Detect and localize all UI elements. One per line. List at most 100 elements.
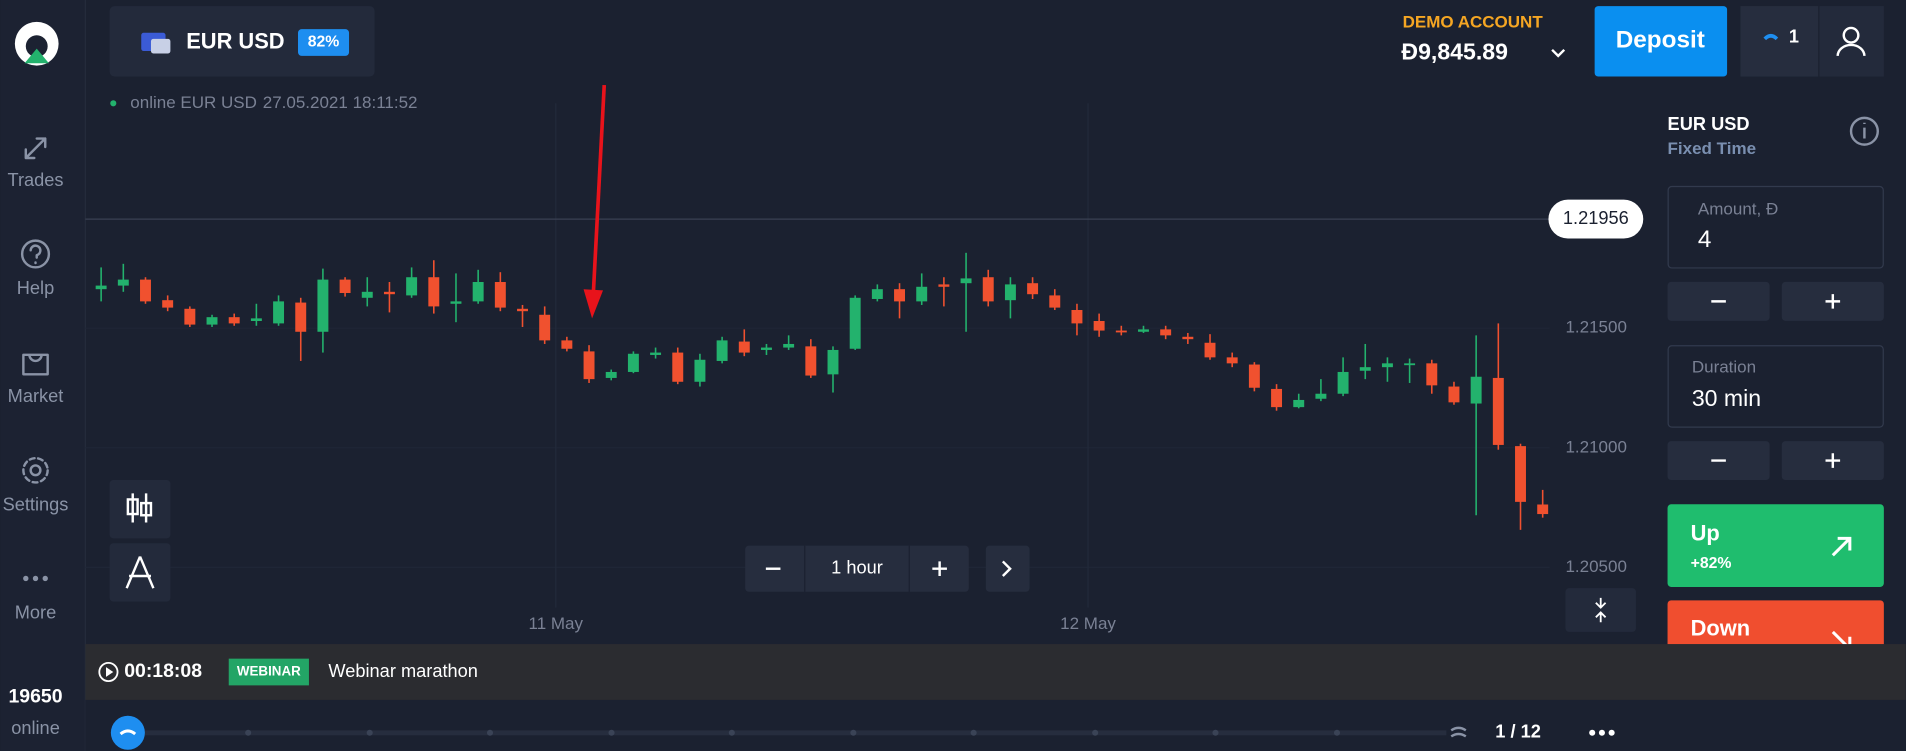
candle-body [95,285,107,290]
online-count: 19650 [8,686,62,708]
pager-strip [85,699,1906,751]
panel-mode: Fixed Time [1668,139,1757,158]
candle-body [1515,446,1526,502]
candle-body [982,277,994,302]
candle-body [916,286,928,302]
candle-body [1492,377,1504,445]
chart-type-button[interactable] [109,480,171,539]
scroll-right-icon [1001,560,1012,577]
nav-more[interactable]: More [15,602,57,622]
pager-dots [245,729,1341,736]
asset-name: EUR USD [186,28,284,53]
settings-icon[interactable] [29,464,42,477]
deposit-button[interactable] [1594,6,1728,77]
candle-body [1537,504,1549,515]
y-tick-label: 1.21500 [1565,318,1626,337]
profile-icon [1842,26,1860,44]
candle-body [627,353,639,372]
candle-body [605,371,617,378]
account-type: DEMO ACCOUNT [1403,13,1544,32]
timeframe-plus[interactable] [932,561,947,577]
candle-body [162,300,174,308]
candle-body [273,301,285,324]
candle-body [228,317,240,324]
amount-stepper-icons [1711,294,1841,309]
candle-body [672,352,684,382]
candle-body [1115,330,1127,333]
chart-type-icon-body [126,498,139,516]
candle-body [760,347,772,350]
candle-body [738,341,750,353]
candle-body [339,279,351,294]
x-tick-label: 12 May [1060,614,1116,633]
candle-body [184,308,196,325]
candle-body [583,351,595,380]
candle-body [428,277,440,307]
candle-body [805,346,817,376]
candle-body [539,314,551,341]
more-icon[interactable] [23,575,48,582]
chart-type-icon-body2 [140,501,153,517]
candle-body [1271,388,1283,408]
notifications-icon [1763,34,1779,41]
nav-market[interactable]: Market [8,386,64,406]
drawing-tools-button[interactable] [109,543,171,602]
candle-body [1293,399,1305,408]
online-label: online [11,718,60,738]
candle-body [140,279,151,302]
amount-value: 4 [1698,226,1712,253]
candle-body [1426,363,1438,386]
candle-body [1071,309,1083,324]
chart-timestamp: 27.05.2021 18:11:52 [263,93,418,112]
candle-body [849,297,861,349]
candle-body [206,317,218,325]
notifications-count: 1 [1789,26,1799,46]
candle-body [1248,364,1260,388]
account-chevron[interactable] [1551,48,1566,58]
nav-trades[interactable]: Trades [8,170,64,190]
candle-body [650,352,662,355]
candle-body [1381,363,1393,368]
down-label: Down [1691,615,1751,640]
webinar-bar[interactable] [85,644,1906,700]
balance: Đ9,845.89 [1401,39,1508,65]
notifications-button[interactable] [1740,6,1819,77]
status-dot [110,100,117,107]
candle-body [383,291,395,295]
duration-field[interactable] [1667,345,1884,428]
profile-icon-body [1836,43,1866,57]
asset-selector[interactable] [109,6,375,77]
nav-help[interactable]: Help [17,278,54,298]
annotation-arrow [591,84,607,295]
up-button[interactable] [1667,504,1884,587]
amount-field[interactable] [1667,185,1884,269]
nav-settings[interactable]: Settings [3,494,69,514]
collapse-button[interactable] [1565,588,1636,632]
help-icon[interactable] [20,239,51,269]
panel-asset: EUR USD [1668,114,1750,134]
timeframe-label: 1 hour [831,558,883,578]
webinar-title: Webinar marathon [328,661,478,681]
candle-body [1182,336,1194,340]
trades-icon[interactable] [24,137,47,160]
pager-count: 1 / 12 [1495,722,1541,742]
market-icon[interactable] [22,353,49,376]
candle-body [561,340,573,349]
collapse-icon [1595,597,1607,623]
help-icon-mark [29,244,42,265]
deposit-label: Deposit [1616,27,1705,54]
scroll-right-button[interactable] [985,545,1030,592]
info-icon[interactable] [1849,116,1879,146]
candle-body [1226,357,1238,364]
duration-label: Duration [1692,358,1756,377]
current-price-label: 1.21956 [1563,208,1629,228]
webinar-badge [228,658,309,686]
pager-current[interactable] [110,715,145,750]
up-payout: +82% [1691,555,1732,572]
candle-body [1204,342,1216,358]
pager-more[interactable] [1589,729,1615,736]
candle-body [938,284,950,287]
candle-body [1359,367,1371,371]
